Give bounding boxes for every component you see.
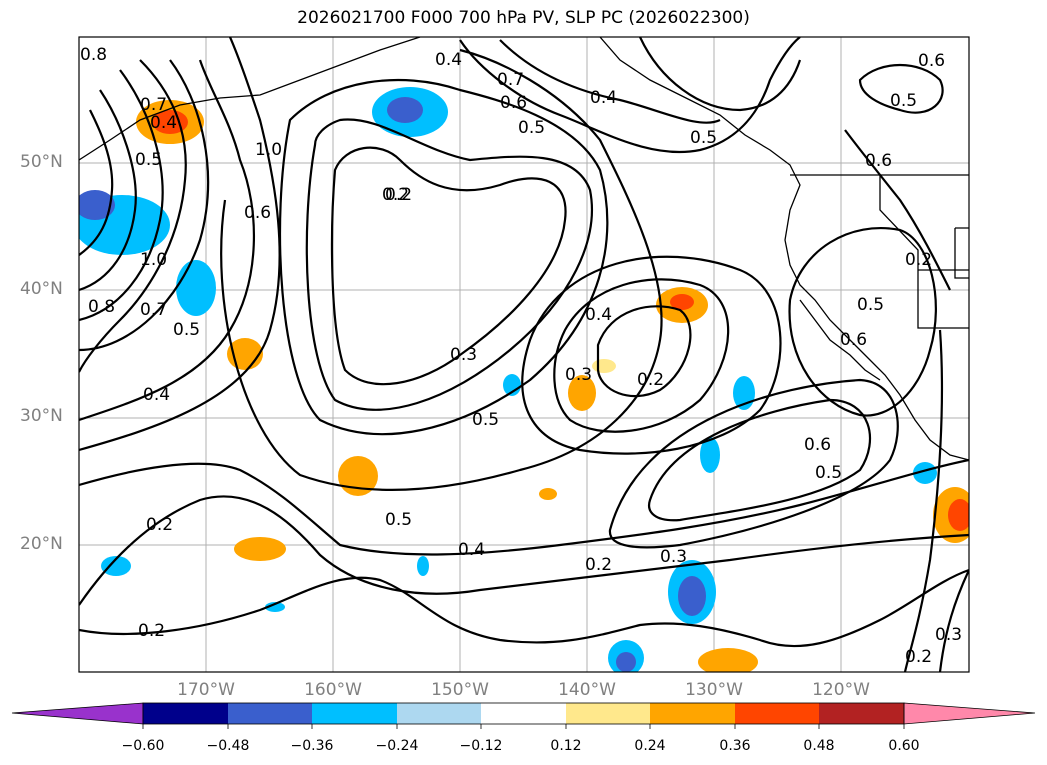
lat-label: 30°N	[20, 406, 63, 426]
lon-label: 120°W	[812, 680, 870, 700]
contour-label: 0.6	[804, 435, 831, 455]
lon-label: 150°W	[431, 680, 489, 700]
contour-label: 0.2	[905, 250, 932, 270]
contour-label: 0.7	[140, 95, 167, 115]
contour-label: 0.4	[458, 540, 485, 560]
colorbar-extend-left	[11, 702, 144, 725]
pv-negative-area	[101, 556, 131, 576]
contour-label: 0.8	[80, 45, 107, 65]
contour-label: 0.6	[918, 51, 945, 71]
contour-label: 0.2	[146, 515, 173, 535]
colorbar-tick-label: −0.60	[121, 738, 165, 754]
pv-negative-area	[417, 556, 429, 576]
graticule	[79, 37, 969, 672]
contour-label: 0.5	[690, 128, 717, 148]
contour-label: 1.0	[140, 250, 167, 270]
contour-label: 0.5	[385, 510, 412, 530]
pv-negative-area	[176, 260, 216, 316]
contour-label: 0.7	[497, 70, 524, 90]
pv-positive-area	[539, 488, 557, 500]
pv-positive-area	[698, 648, 758, 672]
pv-positive-area	[234, 537, 286, 561]
map-title: 2026021700 F000 700 hPa PV, SLP PC (2026…	[297, 8, 750, 28]
map-frame	[78, 36, 970, 673]
lat-label: 50°N	[20, 152, 63, 172]
pv-negative-area	[913, 462, 937, 484]
pv-positive-area	[568, 375, 596, 411]
colorbar-tick-label: −0.48	[206, 738, 250, 754]
contour-label: 0.5	[815, 463, 842, 483]
contour-label: 0.6	[840, 330, 867, 350]
colorbar-tick-label: 0.48	[803, 738, 835, 754]
contour-label: 0.6	[865, 151, 892, 171]
colorbar-tick-label: 0.24	[634, 738, 666, 754]
contour-label: 0.3	[565, 365, 592, 385]
contour-label: 0.6	[500, 93, 527, 113]
pv-positive-area	[592, 359, 616, 373]
contour-label: 0.5	[173, 320, 200, 340]
contour-label: 0.5	[518, 118, 545, 138]
lat-label: 40°N	[20, 279, 63, 299]
contour-label: 0.8	[88, 297, 115, 317]
contour-label: 0.5	[857, 295, 884, 315]
contour-label: 0.4	[435, 50, 462, 70]
contour-label: 0.5	[472, 410, 499, 430]
contour-label: 0.3	[450, 345, 477, 365]
lon-label: 170°W	[177, 680, 235, 700]
contour-label: 0.2	[138, 621, 165, 641]
contour-label: 0.3	[935, 625, 962, 645]
colorbar-extend-right	[903, 702, 1036, 725]
lon-label: 140°W	[558, 680, 616, 700]
colorbar-tick-label: 0.60	[888, 738, 920, 754]
colorbar-tick-label: 0.36	[719, 738, 751, 754]
contour-label: 0.6	[244, 203, 271, 223]
slp-contours	[79, 37, 969, 672]
colorbar-tick-label: 0.12	[550, 738, 582, 754]
contour-label: 0.2	[382, 185, 409, 205]
colorbar	[11, 702, 1036, 729]
contour-label: 0.4	[143, 385, 170, 405]
contour-label: 0.7	[140, 300, 167, 320]
colorbar-tick-label: −0.24	[375, 738, 419, 754]
contour-label: 0.5	[890, 91, 917, 111]
lon-label: 160°W	[304, 680, 362, 700]
lat-label: 20°N	[20, 534, 63, 554]
contour-label: 0.2	[637, 370, 664, 390]
pv-shading	[79, 87, 969, 672]
contour-label: 1.0	[255, 140, 282, 160]
colorbar-tick-label: −0.12	[459, 738, 503, 754]
contour-label: 0.4	[585, 305, 612, 325]
contour-label: 0.2	[385, 185, 412, 205]
contour-label: 0.4	[590, 88, 617, 108]
pv-negative-area	[265, 602, 285, 612]
colorbar-tick-label: −0.36	[290, 738, 334, 754]
contour-labels: 0.8 0.7 0.5 0.4 0.2 1.0 0.6 0.2 0.3 0.5 …	[80, 45, 962, 667]
contour-label: 0.3	[660, 547, 687, 567]
lon-label: 130°W	[685, 680, 743, 700]
contour-label: 0.5	[135, 150, 162, 170]
contour-label: 0.2	[585, 555, 612, 575]
contour-label: 0.2	[905, 647, 932, 667]
pv-negative-area	[700, 437, 720, 473]
contour-label: 0.4	[150, 113, 177, 133]
